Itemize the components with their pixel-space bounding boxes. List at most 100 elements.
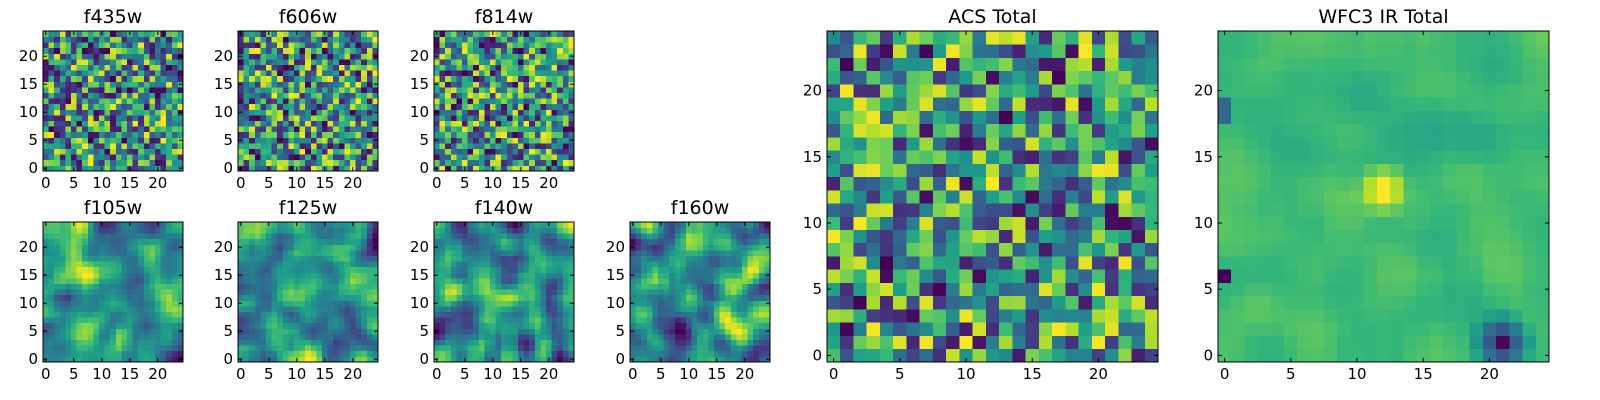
heatmap-cell — [355, 126, 362, 133]
heatmap-cell — [333, 250, 340, 256]
heatmap-cell — [322, 339, 328, 346]
heatmap-cell — [473, 59, 480, 65]
heatmap-cell — [249, 300, 256, 307]
heatmap-cell — [138, 300, 145, 307]
heatmap-cell — [160, 59, 167, 65]
heatmap-cell — [59, 294, 66, 301]
heatmap-cell — [160, 233, 167, 240]
heatmap-cell — [282, 36, 289, 43]
heatmap-cell — [243, 222, 250, 228]
heatmap-cell — [641, 238, 648, 245]
heatmap-cell — [305, 131, 312, 138]
heatmap-cell — [260, 289, 267, 296]
heatmap-cell — [840, 189, 854, 204]
heatmap-cell — [462, 42, 468, 49]
heatmap-cell — [160, 137, 167, 144]
heatmap-cell — [853, 189, 868, 204]
heatmap-cell — [893, 295, 907, 310]
heatmap-cell — [76, 250, 83, 256]
heatmap-cell — [473, 345, 480, 352]
heatmap-cell — [43, 289, 49, 296]
heatmap-cell — [166, 81, 173, 88]
heatmap-cell — [467, 272, 474, 279]
heatmap-cell — [282, 339, 289, 346]
heatmap-cell — [641, 261, 648, 268]
heatmap-cell — [534, 148, 541, 155]
heatmap-cell — [1012, 242, 1026, 257]
heatmap-cell — [680, 289, 687, 296]
axes-frame — [237, 221, 379, 363]
heatmap-cell — [266, 255, 272, 262]
heatmap-cell — [635, 278, 642, 284]
heatmap-cell — [316, 306, 323, 312]
heatmap-cell — [260, 328, 267, 335]
heatmap-cell — [551, 222, 558, 228]
heatmap-cell — [316, 322, 323, 329]
heatmap-cell — [82, 311, 89, 318]
heatmap-cell — [132, 345, 139, 352]
heatmap-cell — [121, 311, 128, 318]
heatmap-cell — [372, 289, 379, 296]
heatmap-cell — [305, 148, 312, 155]
heatmap-cell — [160, 109, 167, 116]
heatmap-cell — [506, 233, 513, 240]
heatmap-cell — [149, 131, 156, 138]
heatmap-cell — [658, 266, 664, 273]
heatmap-cell — [562, 165, 569, 172]
heatmap-cell — [99, 317, 105, 324]
heatmap-cell — [972, 256, 987, 270]
heatmap-cell — [445, 126, 452, 133]
heatmap-cell — [1131, 189, 1146, 204]
heatmap-cell — [138, 238, 145, 245]
heatmap-cell — [490, 244, 496, 251]
heatmap-cell — [999, 229, 1013, 244]
heatmap-cell — [127, 137, 133, 144]
heatmap-cell — [893, 269, 907, 283]
heatmap-cell — [350, 126, 356, 133]
heatmap-cell — [65, 92, 72, 99]
heatmap-cell — [115, 75, 122, 82]
heatmap-cell — [518, 238, 524, 245]
heatmap-cell — [495, 148, 502, 155]
heatmap-cell — [299, 115, 306, 121]
heatmap-cell — [669, 356, 676, 363]
y-tick-label: 5 — [223, 322, 233, 340]
heatmap-cell — [166, 87, 173, 93]
heatmap-cell — [132, 75, 139, 82]
heatmap-cell — [663, 227, 670, 234]
heatmap-cell — [338, 70, 345, 77]
heatmap-cell — [630, 266, 636, 273]
heatmap-cell — [115, 283, 122, 290]
heatmap-cell — [65, 165, 72, 172]
heatmap-cell — [434, 159, 440, 166]
heatmap-cell — [663, 233, 670, 240]
heatmap-cell — [338, 154, 345, 161]
heatmap-cell — [652, 266, 659, 273]
heatmap-cell — [1091, 229, 1106, 244]
heatmap-cell — [641, 272, 648, 279]
heatmap-cell — [138, 103, 145, 110]
heatmap-cell — [104, 148, 111, 155]
heatmap-cell — [59, 109, 66, 116]
heatmap-cell — [557, 98, 564, 105]
heatmap-cell — [138, 75, 145, 82]
heatmap-cell — [434, 70, 440, 77]
heatmap-cell — [110, 120, 117, 127]
heatmap-cell — [143, 222, 150, 228]
heatmap-cell — [59, 143, 66, 149]
heatmap-cell — [350, 255, 356, 262]
heatmap-cell — [674, 356, 681, 363]
heatmap-cell — [646, 294, 653, 301]
heatmap-cell — [177, 222, 184, 228]
heatmap-cell — [166, 115, 173, 121]
heatmap-cell — [65, 143, 72, 149]
heatmap-cell — [355, 261, 362, 268]
heatmap-cell — [294, 143, 300, 149]
heatmap-cell — [512, 289, 519, 296]
heatmap-cell — [54, 255, 61, 262]
heatmap-cell — [972, 150, 987, 164]
heatmap-cell — [277, 154, 284, 161]
heatmap-cell — [450, 42, 457, 49]
heatmap-cell — [719, 356, 726, 363]
heatmap-cell — [115, 311, 122, 318]
